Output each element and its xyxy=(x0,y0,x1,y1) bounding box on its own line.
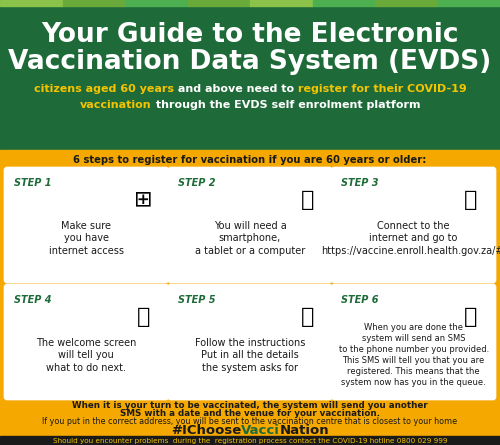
Text: SMS with a date and the venue for your vaccination.: SMS with a date and the venue for your v… xyxy=(120,409,380,417)
FancyBboxPatch shape xyxy=(168,167,332,283)
Text: 🌐: 🌐 xyxy=(464,190,477,210)
Bar xyxy=(0,0,62,6)
Bar xyxy=(62,0,125,6)
Text: citizens aged 60 years: citizens aged 60 years xyxy=(34,84,173,94)
FancyBboxPatch shape xyxy=(332,167,496,283)
Text: Should you encounter problems  during the  registration process contact the COVI: Should you encounter problems during the… xyxy=(53,437,448,444)
Text: 6 steps to register for vaccination if you are 60 years or older:: 6 steps to register for vaccination if y… xyxy=(74,155,426,165)
Bar xyxy=(312,0,375,6)
FancyBboxPatch shape xyxy=(332,284,496,400)
Text: You will need a
smartphone,
a tablet or a computer: You will need a smartphone, a tablet or … xyxy=(195,221,305,255)
Text: Your Guide to the Electronic: Your Guide to the Electronic xyxy=(41,22,459,48)
Text: When it is your turn to be vaccinated, the system will send you another: When it is your turn to be vaccinated, t… xyxy=(72,400,428,409)
Text: STEP 2: STEP 2 xyxy=(178,178,215,188)
Text: STEP 1: STEP 1 xyxy=(14,178,52,188)
FancyBboxPatch shape xyxy=(4,284,168,400)
Text: 🖥: 🖥 xyxy=(137,307,150,327)
Bar xyxy=(438,0,500,6)
Bar xyxy=(250,0,312,6)
Text: and above need to: and above need to xyxy=(174,84,298,94)
Text: STEP 4: STEP 4 xyxy=(14,295,52,305)
Bar xyxy=(0,6,500,150)
Bar xyxy=(0,150,500,445)
FancyBboxPatch shape xyxy=(168,284,332,400)
Text: #IChoose: #IChoose xyxy=(170,425,241,437)
Text: The welcome screen
will tell you
what to do next.: The welcome screen will tell you what to… xyxy=(36,338,136,372)
Text: register for their COVID-19: register for their COVID-19 xyxy=(298,84,466,94)
Text: If you put in the correct address, you will be sent to the vaccination centre th: If you put in the correct address, you w… xyxy=(42,417,458,425)
Text: Nation: Nation xyxy=(280,425,330,437)
Text: 📋: 📋 xyxy=(300,307,314,327)
Bar xyxy=(125,0,188,6)
Text: STEP 5: STEP 5 xyxy=(178,295,215,305)
Bar xyxy=(188,0,250,6)
Text: STEP 6: STEP 6 xyxy=(342,295,379,305)
Text: When you are done the
system will send an SMS
to the phone number you provided.
: When you are done the system will send a… xyxy=(338,323,489,388)
Text: Follow the instructions
Put in all the details
the system asks for: Follow the instructions Put in all the d… xyxy=(195,338,305,372)
Text: vaccination: vaccination xyxy=(80,100,152,110)
Text: Connect to the
internet and go to
https://vaccine.enroll.health.gov.za/#/: Connect to the internet and go to https:… xyxy=(321,221,500,255)
Text: STEP 3: STEP 3 xyxy=(342,178,379,188)
FancyBboxPatch shape xyxy=(4,167,168,283)
Bar xyxy=(0,436,500,445)
Text: 📱: 📱 xyxy=(300,190,314,210)
Text: Vacci: Vacci xyxy=(241,425,280,437)
Text: through the EVDS self enrolment platform: through the EVDS self enrolment platform xyxy=(152,100,420,110)
Text: ⊞: ⊞ xyxy=(134,190,153,210)
Bar xyxy=(375,0,438,6)
Text: Make sure
you have
internet access: Make sure you have internet access xyxy=(49,221,124,255)
Text: Vaccination Data System (EVDS): Vaccination Data System (EVDS) xyxy=(8,49,492,75)
Text: 📄: 📄 xyxy=(464,307,477,327)
